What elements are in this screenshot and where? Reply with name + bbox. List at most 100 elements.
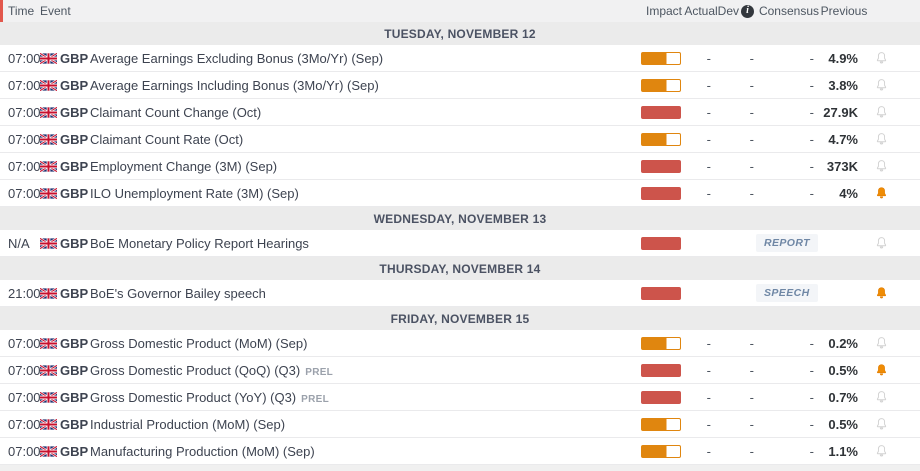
event-name[interactable]: Manufacturing Production (MoM) (Sep) [88, 444, 640, 459]
event-row[interactable]: 07:00 GBP Manufacturing Production (MoM)… [0, 438, 920, 465]
col-header-dev-label: Dev [717, 4, 739, 18]
event-time: 07:00 [8, 50, 41, 66]
deviation-value: - [749, 104, 754, 120]
event-row[interactable]: 07:00 GBP Employment Change (3M) (Sep) -… [0, 153, 920, 180]
event-name-text: Gross Domestic Product (YoY) (Q3) [90, 389, 297, 405]
previous-value: 0.5% [828, 416, 858, 432]
deviation-value: - [749, 335, 754, 351]
event-name-text: Claimant Count Rate (Oct) [90, 131, 244, 147]
alert-cell [866, 336, 906, 351]
date-label: WEDNESDAY, NOVEMBER 13 [373, 211, 547, 226]
alert-cell [866, 51, 906, 66]
impact-indicator [641, 105, 681, 119]
actual-value: - [706, 185, 711, 201]
impact-indicator [641, 159, 681, 173]
impact-cell [640, 132, 688, 146]
event-row[interactable]: 07:00 GBP Gross Domestic Product (QoQ) (… [0, 357, 920, 384]
gbp-flag-icon [40, 52, 57, 64]
alert-bell-icon[interactable] [874, 51, 889, 66]
alert-bell-icon[interactable] [874, 390, 889, 405]
event-name-text: Claimant Count Change (Oct) [90, 104, 262, 120]
info-icon[interactable]: i [741, 4, 754, 18]
alert-bell-icon[interactable] [874, 363, 889, 378]
consensus-value: - [809, 77, 814, 93]
alert-cell [866, 78, 906, 93]
alert-cell [866, 186, 906, 201]
alert-bell-icon[interactable] [874, 286, 889, 301]
alert-cell [866, 105, 906, 120]
gbp-flag-icon [40, 391, 57, 403]
alert-bell-icon[interactable] [874, 336, 889, 351]
event-name[interactable]: BoE's Governor Bailey speech [88, 286, 640, 301]
impact-indicator [641, 51, 681, 65]
consensus-value: - [809, 158, 814, 174]
event-time: 07:00 [8, 104, 41, 120]
event-name[interactable]: Claimant Count Rate (Oct) [88, 132, 640, 147]
event-name[interactable]: Gross Domestic Product (MoM) (Sep) [88, 336, 640, 351]
impact-indicator [641, 236, 681, 250]
alert-bell-icon[interactable] [874, 186, 889, 201]
impact-indicator [641, 186, 681, 200]
currency-cell: GBP [38, 417, 88, 432]
event-name[interactable]: ILO Unemployment Rate (3M) (Sep) [88, 186, 640, 201]
previous-value: 4% [839, 185, 858, 201]
actual-value: - [706, 416, 711, 432]
event-row[interactable]: 07:00 GBP Gross Domestic Product (MoM) (… [0, 330, 920, 357]
alert-bell-icon[interactable] [874, 417, 889, 432]
actual-value: - [706, 131, 711, 147]
deviation-value: - [749, 416, 754, 432]
currency-cell: GBP [38, 78, 88, 93]
deviation-value: - [749, 50, 754, 66]
consensus-value: - [809, 50, 814, 66]
alert-cell [866, 363, 906, 378]
event-row[interactable]: 07:00 GBP Average Earnings Excluding Bon… [0, 45, 920, 72]
event-name[interactable]: BoE Monetary Policy Report Hearings [88, 236, 640, 251]
event-row[interactable]: 07:00 GBP Claimant Count Change (Oct) - … [0, 99, 920, 126]
event-name[interactable]: Employment Change (3M) (Sep) [88, 159, 640, 174]
alert-cell [866, 417, 906, 432]
day-rows: 21:00 GBP BoE's Governor Bailey speech S… [0, 280, 920, 307]
event-name-text: Employment Change (3M) (Sep) [90, 158, 278, 174]
event-name-text: BoE's Governor Bailey speech [90, 285, 266, 301]
event-row[interactable]: N/A GBP BoE Monetary Policy Report Heari… [0, 230, 920, 257]
alert-bell-icon[interactable] [874, 132, 889, 147]
event-row[interactable]: 07:00 GBP Average Earnings Including Bon… [0, 72, 920, 99]
alert-bell-icon[interactable] [874, 78, 889, 93]
alert-bell-icon[interactable] [874, 105, 889, 120]
event-row[interactable]: 21:00 GBP BoE's Governor Bailey speech S… [0, 280, 920, 307]
event-name[interactable]: Gross Domestic Product (YoY) (Q3) PREL [88, 390, 640, 405]
deviation-value: - [749, 131, 754, 147]
alert-bell-icon[interactable] [874, 444, 889, 459]
actual-value: - [706, 158, 711, 174]
alert-bell-icon[interactable] [874, 159, 889, 174]
event-row[interactable]: 07:00 GBP Gross Domestic Product (YoY) (… [0, 384, 920, 411]
impact-cell [640, 51, 688, 65]
currency-label: GBP [60, 104, 89, 120]
consensus-value: - [809, 416, 814, 432]
actual-value: - [706, 50, 711, 66]
event-type-badge: SPEECH [756, 284, 818, 302]
event-time: 07:00 [8, 389, 41, 405]
day-rows: 07:00 GBP Average Earnings Excluding Bon… [0, 45, 920, 207]
alert-cell [866, 159, 906, 174]
impact-cell [640, 236, 688, 250]
deviation-value: - [749, 77, 754, 93]
event-row[interactable]: 07:00 GBP Industrial Production (MoM) (S… [0, 411, 920, 438]
alert-bell-icon[interactable] [874, 236, 889, 251]
event-name[interactable]: Average Earnings Excluding Bonus (3Mo/Yr… [88, 51, 640, 66]
event-row[interactable]: 07:00 GBP Claimant Count Rate (Oct) - - … [0, 126, 920, 153]
event-name[interactable]: Average Earnings Including Bonus (3Mo/Yr… [88, 78, 640, 93]
event-name[interactable]: Gross Domestic Product (QoQ) (Q3) PREL [88, 363, 640, 378]
impact-cell [640, 444, 688, 458]
event-name-text: Gross Domestic Product (MoM) (Sep) [90, 335, 308, 351]
impact-indicator [641, 390, 681, 404]
event-name-text: Average Earnings Excluding Bonus (3Mo/Yr… [90, 50, 384, 66]
event-row[interactable]: 07:00 GBP ILO Unemployment Rate (3M) (Se… [0, 180, 920, 207]
event-name[interactable]: Claimant Count Change (Oct) [88, 105, 640, 120]
currency-cell: GBP [38, 363, 88, 378]
event-name[interactable]: Industrial Production (MoM) (Sep) [88, 417, 640, 432]
actual-value: - [706, 104, 711, 120]
currency-cell: GBP [38, 159, 88, 174]
currency-cell: GBP [38, 336, 88, 351]
